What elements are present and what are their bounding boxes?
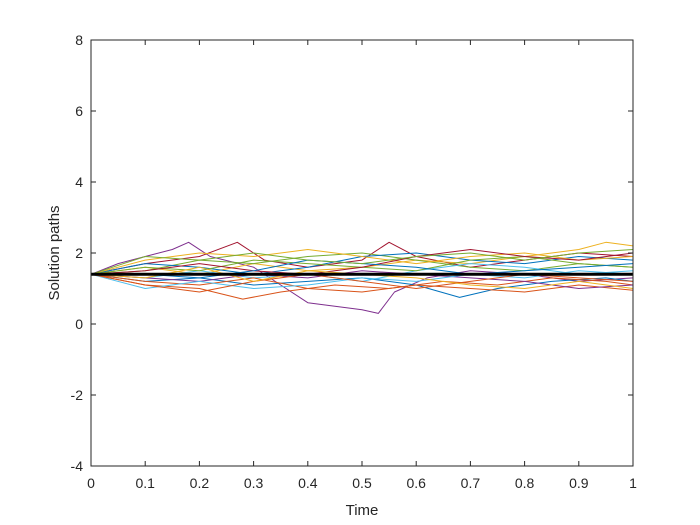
y-axis-label: Solution paths — [46, 205, 63, 300]
solution-path-5 — [90, 273, 634, 300]
solution-path-3 — [90, 273, 634, 298]
x-tick-label: 1 — [629, 475, 637, 491]
solution-path-6 — [90, 252, 634, 275]
x-tick-label: 0 — [87, 475, 95, 491]
x-tick-label: 0.5 — [352, 475, 372, 491]
x-tick-label: 0.2 — [190, 475, 210, 491]
solution-path-1 — [90, 241, 634, 314]
x-tick-label: 0.3 — [244, 475, 264, 491]
x-tick-label: 0.9 — [569, 475, 589, 491]
y-tick-label: 4 — [75, 174, 83, 190]
x-tick-label: 0.6 — [406, 475, 426, 491]
y-axis-ticks: -4 -2 0 2 4 6 8 — [71, 32, 633, 474]
y-tick-label: -4 — [71, 458, 84, 474]
x-axis-ticks: 0 0.1 0.2 0.3 0.4 0.5 0.6 0.7 0.8 0.9 1 — [87, 40, 637, 491]
solution-path-11 — [90, 270, 634, 289]
y-tick-label: 0 — [75, 316, 83, 332]
y-tick-label: 2 — [75, 245, 83, 261]
solution-path-17 — [90, 249, 634, 275]
y-tick-label: 6 — [75, 103, 83, 119]
y-tick-label: 8 — [75, 32, 83, 48]
x-axis-label: Time — [346, 502, 379, 519]
x-tick-label: 0.7 — [461, 475, 481, 491]
solution-path-10 — [90, 249, 634, 275]
x-tick-label: 0.1 — [135, 475, 155, 491]
y-tick-label: -2 — [71, 387, 84, 403]
x-tick-label: 0.8 — [515, 475, 535, 491]
x-tick-label: 0.4 — [298, 475, 318, 491]
